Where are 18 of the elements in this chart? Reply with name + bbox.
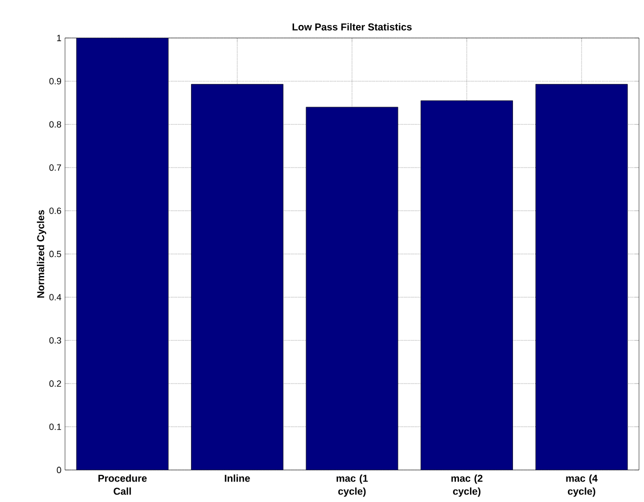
y-tick-label: 0.8 bbox=[49, 121, 62, 128]
y-tick-label: 0.3 bbox=[49, 337, 62, 344]
x-tick-label: mac (2 cycle) bbox=[451, 474, 482, 497]
x-tick-label: mac (1 cycle) bbox=[336, 474, 368, 497]
y-tick-label: 0.1 bbox=[49, 424, 62, 430]
y-tick-label: 1 bbox=[57, 34, 62, 42]
y-tick-label: 0.4 bbox=[49, 294, 62, 300]
x-tick-label: Inline bbox=[224, 474, 250, 482]
chart-title: Low Pass Filter Statistics bbox=[292, 23, 412, 30]
y-axis-title: Normalized Cycles bbox=[36, 210, 46, 298]
y-tick-label: 0.5 bbox=[49, 250, 62, 258]
y-tick-label: 0.2 bbox=[49, 380, 62, 387]
y-tick-label: 0.9 bbox=[49, 78, 62, 84]
x-tick-label: mac (4 cycle) bbox=[566, 474, 598, 497]
y-tick-label: 0.7 bbox=[49, 164, 62, 171]
y-tick-label: 0 bbox=[56, 466, 62, 474]
x-tick-label: Procedure Call bbox=[98, 474, 147, 495]
y-tick-label: 0.6 bbox=[49, 208, 62, 214]
